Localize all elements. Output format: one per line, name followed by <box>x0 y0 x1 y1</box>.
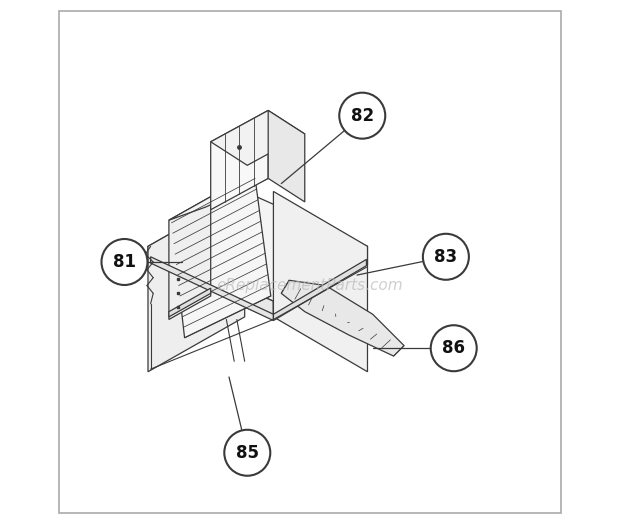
Polygon shape <box>169 196 211 320</box>
Polygon shape <box>211 111 305 165</box>
Text: 82: 82 <box>351 107 374 125</box>
Polygon shape <box>148 246 273 320</box>
Circle shape <box>423 234 469 280</box>
Polygon shape <box>273 191 368 372</box>
Polygon shape <box>148 191 245 372</box>
Polygon shape <box>169 178 268 220</box>
Polygon shape <box>172 178 271 338</box>
Circle shape <box>102 239 148 285</box>
Text: 83: 83 <box>435 248 458 266</box>
Circle shape <box>339 93 385 139</box>
Polygon shape <box>169 288 211 317</box>
Text: 86: 86 <box>442 339 465 357</box>
Polygon shape <box>151 257 273 321</box>
Circle shape <box>431 325 477 371</box>
Polygon shape <box>281 280 404 356</box>
Polygon shape <box>211 111 268 210</box>
Polygon shape <box>273 246 368 320</box>
Polygon shape <box>273 259 366 321</box>
Circle shape <box>224 430 270 476</box>
Text: 81: 81 <box>113 253 136 271</box>
Polygon shape <box>148 191 368 301</box>
Text: 85: 85 <box>236 444 259 462</box>
Polygon shape <box>268 111 305 202</box>
Text: eReplacementParts.com: eReplacementParts.com <box>216 278 404 293</box>
